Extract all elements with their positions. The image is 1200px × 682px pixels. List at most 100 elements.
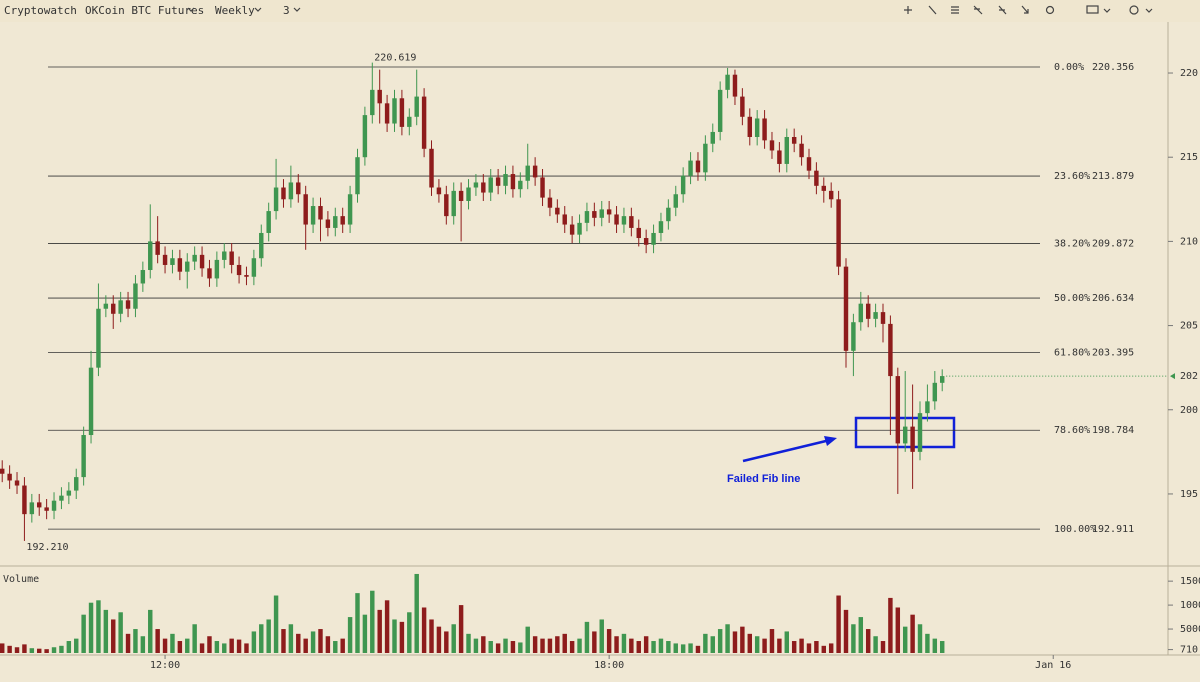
tool-pitchfork[interactable]: [998, 5, 1007, 15]
volume-bar: [732, 631, 738, 653]
volume-bar: [266, 619, 271, 653]
candle-body: [118, 300, 123, 314]
candle-body: [429, 148, 434, 188]
volume-bar: [273, 595, 279, 653]
volume-bar: [888, 597, 893, 653]
candle-body: [473, 182, 479, 188]
chevron: [254, 7, 262, 12]
candle-body: [925, 401, 930, 414]
fib-level: 0.00%: [1054, 62, 1084, 73]
fib-value: 209.872: [1092, 239, 1134, 250]
candle-body: [199, 254, 205, 269]
y-tick-label: 205: [1180, 321, 1198, 332]
volume-bar: [340, 638, 345, 653]
candle-body: [370, 89, 375, 116]
candle-body: [717, 89, 723, 132]
candle-body: [510, 174, 516, 190]
volume-tick-label: 15000: [1180, 576, 1200, 587]
fib-level: 50.00%: [1054, 293, 1090, 304]
market-select[interactable]: OKCoin BTC Futures: [85, 4, 204, 17]
candle-body: [74, 477, 79, 491]
fib-value: 213.879: [1092, 171, 1134, 182]
candle-body: [495, 177, 501, 186]
tool-fib[interactable]: [951, 6, 959, 14]
candle-body: [703, 143, 708, 173]
volume-bar: [29, 648, 35, 653]
volume-bar: [680, 644, 686, 653]
candle-body: [629, 216, 634, 228]
candle-body: [547, 197, 553, 208]
candle-body: [414, 96, 419, 117]
y-tick-label: 220: [1180, 68, 1198, 79]
candle-body: [148, 241, 153, 271]
volume-bar: [318, 629, 323, 653]
volume-bar: [288, 624, 294, 653]
candle-body: [814, 170, 819, 186]
last-price-marker: [1170, 373, 1175, 380]
x-tick-label: Jan 16: [1035, 660, 1071, 671]
volume-bar: [592, 631, 597, 653]
volume-bar: [192, 624, 197, 653]
chevron: [187, 7, 195, 12]
annotation: Failed Fib line: [727, 473, 800, 485]
candle-body: [177, 258, 183, 272]
candle-body: [236, 264, 242, 276]
tool-line[interactable]: [928, 5, 937, 15]
period-select[interactable]: Weekly: [215, 4, 255, 17]
volume-bar: [51, 647, 57, 653]
volume-bar: [858, 617, 864, 653]
volume-bar: [851, 624, 856, 653]
tool-crosshair[interactable]: [904, 6, 912, 14]
volume-bar: [481, 636, 486, 653]
y-tick-label: 195: [1180, 489, 1198, 500]
candle-body: [762, 118, 767, 141]
tool-circle[interactable]: [1045, 5, 1055, 15]
candle-body: [577, 222, 582, 235]
interval-select[interactable]: 3: [283, 4, 290, 17]
volume-bar: [466, 633, 471, 653]
candle-body: [806, 157, 812, 171]
candle-body: [140, 270, 146, 284]
chevron: [1103, 8, 1111, 13]
fib-value: 192.911: [1092, 524, 1134, 535]
y-tick-label: 210: [1180, 236, 1198, 247]
volume-bar: [362, 614, 368, 653]
candle-body: [288, 182, 294, 200]
volume-bar: [59, 645, 64, 653]
candle-body: [266, 211, 271, 233]
drawing-tools: [904, 5, 1153, 15]
candle-body: [754, 118, 760, 137]
volume-bar: [599, 619, 604, 653]
volume-bar: [584, 621, 590, 653]
volume-bar: [0, 643, 5, 653]
candle-body: [895, 376, 901, 444]
candle-body: [555, 207, 560, 215]
volume-bar: [44, 649, 49, 653]
candle-body: [59, 495, 64, 501]
candle-body: [296, 182, 301, 195]
volume-bar: [562, 633, 567, 653]
tool-keyboard[interactable]: [1086, 5, 1099, 14]
candle-body: [347, 194, 353, 225]
volume-bar: [865, 629, 871, 653]
volume-bar: [458, 605, 464, 653]
tool-ray[interactable]: [973, 5, 983, 15]
candle-body: [325, 219, 331, 228]
volume-bar: [939, 641, 945, 653]
candle-body: [155, 241, 160, 255]
candle-body: [281, 187, 286, 200]
candle-body: [66, 490, 72, 496]
chevron: [1145, 8, 1153, 13]
candle-body: [162, 254, 168, 265]
volume-bar: [754, 636, 760, 653]
volume-bar: [703, 633, 708, 653]
settings[interactable]: [1129, 5, 1139, 15]
volume-bar: [81, 614, 86, 653]
tool-arrow[interactable]: [1021, 5, 1029, 14]
candle-body: [185, 261, 190, 272]
candle-body: [873, 312, 878, 319]
volume-bar: [606, 629, 612, 653]
candle-body: [22, 485, 27, 515]
volume-bar: [510, 641, 516, 653]
candle-body: [273, 187, 279, 212]
